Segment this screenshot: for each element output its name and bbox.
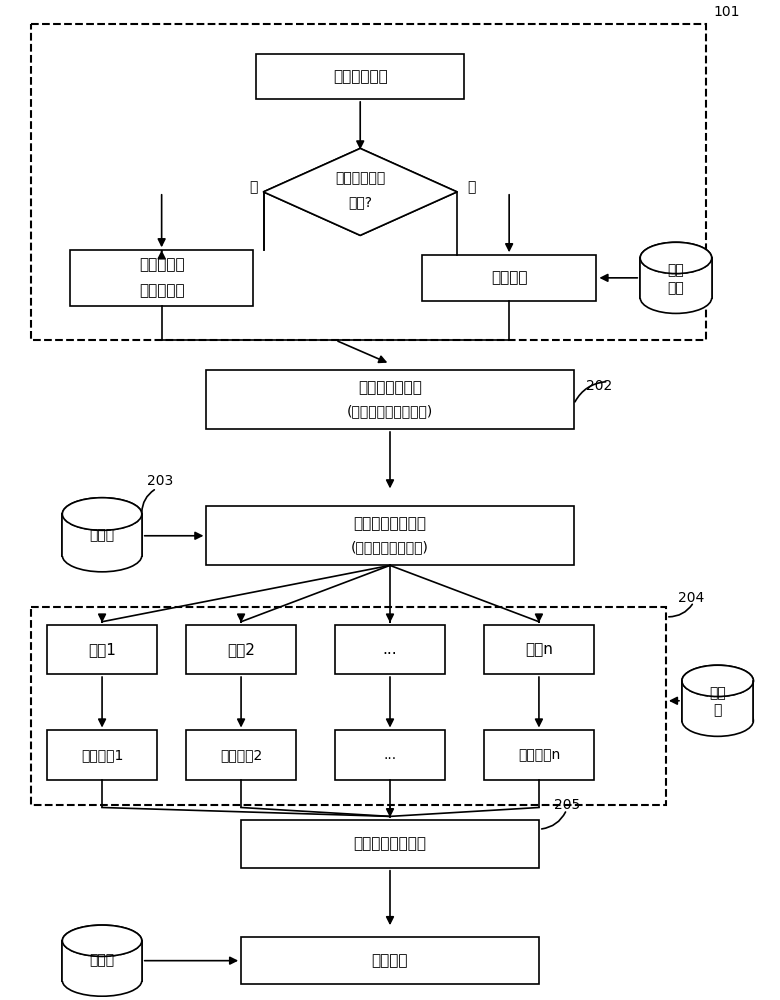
Text: 库: 库 — [714, 704, 722, 718]
Text: 阈値: 阈値 — [709, 686, 726, 700]
Text: 指标智能推荐单元: 指标智能推荐单元 — [353, 516, 427, 531]
Ellipse shape — [62, 539, 142, 572]
Ellipse shape — [682, 665, 753, 697]
Bar — [335, 730, 445, 780]
Text: 202: 202 — [586, 379, 612, 393]
Bar — [186, 625, 296, 674]
Text: 204: 204 — [678, 591, 704, 605]
Text: 指标预处理单元: 指标预处理单元 — [358, 380, 422, 395]
Ellipse shape — [62, 925, 142, 956]
Text: ...: ... — [384, 748, 396, 762]
Text: 先验: 先验 — [668, 263, 684, 277]
Text: 知识: 知识 — [668, 281, 684, 295]
Ellipse shape — [682, 705, 753, 736]
Text: 输出单元: 输出单元 — [372, 953, 408, 968]
Text: 评价结果融合单元: 评价结果融合单元 — [353, 837, 427, 852]
Text: 确定评价目标: 确定评价目标 — [333, 69, 388, 84]
Bar — [69, 250, 254, 306]
Bar — [186, 730, 296, 780]
Bar — [484, 730, 594, 780]
Text: 205: 205 — [554, 798, 580, 812]
Text: 否: 否 — [249, 180, 257, 194]
Ellipse shape — [640, 282, 711, 313]
Bar — [62, 514, 142, 556]
Bar — [48, 730, 157, 780]
Text: 评价结果1: 评价结果1 — [81, 748, 123, 762]
Bar — [256, 54, 464, 99]
Bar — [241, 937, 539, 984]
Bar — [48, 625, 157, 674]
Text: 规则库: 规则库 — [90, 954, 115, 968]
Text: 算法2: 算法2 — [227, 642, 255, 657]
Text: 算法1: 算法1 — [88, 642, 116, 657]
Text: 自定义阈値: 自定义阈値 — [139, 283, 184, 298]
Bar — [62, 941, 142, 981]
Text: 101: 101 — [714, 5, 740, 19]
Bar — [30, 607, 666, 805]
Text: 载入模板: 载入模板 — [491, 270, 527, 285]
Text: 算法n: 算法n — [525, 642, 553, 657]
Text: 是否存在先验: 是否存在先验 — [335, 171, 385, 185]
Text: 自定义指标: 自定义指标 — [139, 258, 184, 273]
Text: ...: ... — [383, 642, 397, 657]
Bar — [30, 24, 706, 340]
Bar — [484, 625, 594, 674]
Text: 评价结果n: 评价结果n — [518, 748, 560, 762]
Text: 指标库: 指标库 — [90, 528, 115, 542]
Ellipse shape — [62, 498, 142, 530]
Bar — [207, 370, 573, 429]
Bar — [422, 255, 596, 301]
Text: (手动或者自动推荐): (手动或者自动推荐) — [351, 541, 429, 555]
Ellipse shape — [640, 242, 711, 274]
Bar — [207, 506, 573, 565]
Text: 评价结果2: 评价结果2 — [220, 748, 262, 762]
Bar — [640, 258, 711, 298]
Text: (无量纲化及标度设置): (无量纲化及标度设置) — [347, 404, 433, 418]
Bar — [335, 625, 445, 674]
Ellipse shape — [62, 965, 142, 996]
Text: 是: 是 — [467, 180, 476, 194]
Bar — [241, 820, 539, 868]
Polygon shape — [264, 148, 457, 235]
Bar — [682, 681, 753, 721]
Text: 203: 203 — [147, 474, 173, 488]
Text: 模板?: 模板? — [348, 195, 372, 209]
